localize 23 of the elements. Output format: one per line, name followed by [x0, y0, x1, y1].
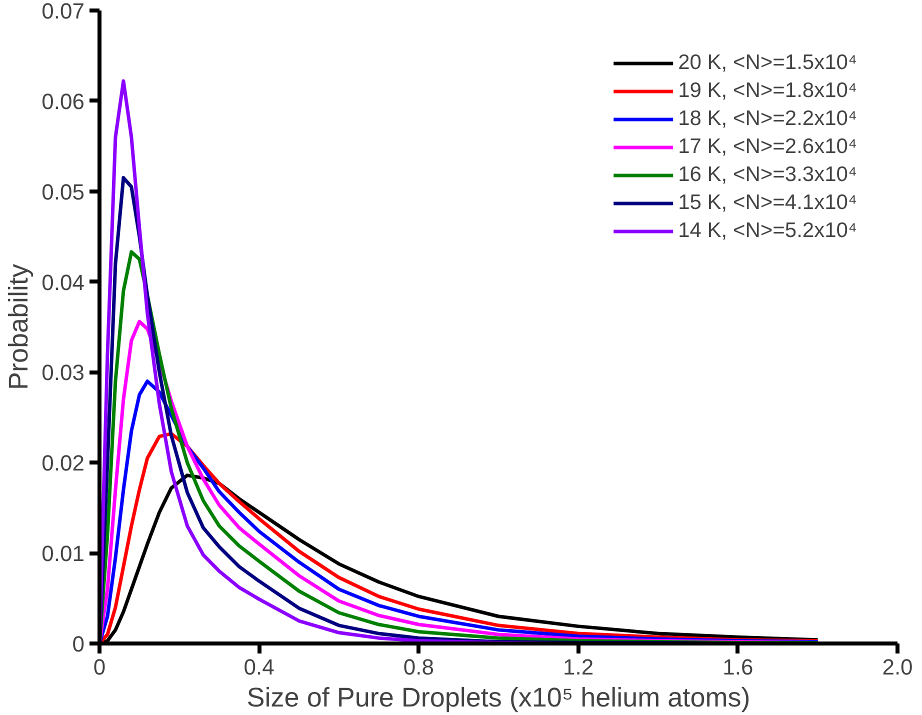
legend-label: 16 K, <N>=3.3x10⁴ [678, 162, 857, 188]
y-tick-label: 0.07 [42, 0, 85, 24]
y-tick-label: 0.06 [42, 88, 85, 114]
y-tick-label: 0.02 [42, 450, 85, 476]
x-axis-title: Size of Pure Droplets (x10⁵ helium atoms) [246, 682, 750, 712]
x-tick-label: 0.4 [244, 654, 274, 680]
x-tick-label: 2.0 [882, 654, 913, 680]
y-tick-label: 0.04 [42, 270, 85, 295]
y-axis-title: Probability [4, 263, 34, 390]
legend-label: 18 K, <N>=2.2x10⁴ [678, 106, 857, 132]
x-tick-label: 1.6 [722, 654, 754, 680]
legend-label: 15 K, <N>=4.1x10⁴ [678, 190, 857, 216]
y-tick-label: 0 [72, 632, 85, 656]
legend-label: 20 K, <N>=1.5x10⁴ [678, 50, 857, 76]
x-tick-label: 0.8 [403, 654, 434, 680]
legend-label: 17 K, <N>=2.6x10⁴ [678, 134, 857, 160]
legend-label: 14 K, <N>=5.2x10⁴ [678, 218, 857, 244]
y-tick-label: 0.01 [42, 541, 85, 566]
x-tick-label: 1.2 [563, 654, 594, 680]
x-tick-label: 0 [93, 654, 106, 680]
y-tick-label: 0.05 [42, 179, 85, 204]
y-tick-label: 0.03 [42, 360, 85, 386]
legend-label: 19 K, <N>=1.8x10⁴ [678, 78, 857, 104]
